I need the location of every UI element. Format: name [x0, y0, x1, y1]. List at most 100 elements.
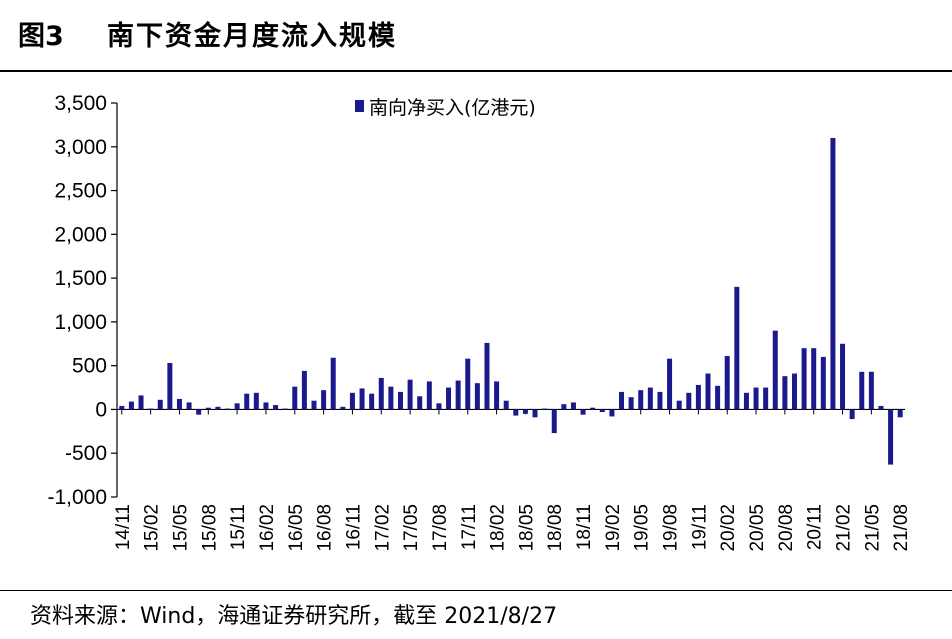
bar: [580, 409, 586, 415]
bar: [849, 409, 855, 420]
bar: [638, 390, 644, 410]
bar: [791, 373, 797, 410]
legend-swatch: [355, 100, 364, 112]
x-tick-label: 17/11: [459, 504, 480, 550]
bar: [676, 400, 682, 410]
bar: [436, 403, 442, 410]
bar: [282, 408, 288, 410]
x-tick-label: 20/05: [747, 504, 768, 552]
y-tick-label: 3,000: [54, 136, 107, 159]
bar: [205, 407, 211, 410]
x-tick-label: 20/08: [776, 504, 797, 552]
bar: [330, 357, 336, 410]
bar: [888, 409, 894, 465]
x-tick-label: 14/11: [113, 504, 134, 550]
bar: [782, 376, 788, 410]
bar-series: [119, 138, 903, 465]
x-tick-label: 19/02: [603, 504, 624, 552]
bar: [388, 386, 394, 410]
bar: [667, 358, 673, 410]
bar: [167, 363, 173, 410]
figure-title: 南下资金月度流入规模: [107, 21, 397, 52]
legend-label: 南向净买入(亿港元): [369, 97, 536, 119]
bar: [321, 390, 327, 410]
bar: [349, 392, 355, 410]
bar: [570, 402, 576, 410]
y-tick-label: 500: [72, 355, 107, 378]
x-tick-label: 15/02: [142, 504, 163, 552]
x-tick-label: 15/08: [199, 504, 220, 552]
bar: [455, 380, 461, 410]
bar: [724, 356, 730, 410]
bar: [417, 396, 423, 410]
bar: [695, 384, 701, 410]
x-tick-label: 19/08: [661, 504, 682, 552]
bar-chart: -1,000 -500 0 500 1,000 1,500 2,000 2,500 3,000 3…: [47, 92, 912, 552]
legend: 南向净买入(亿港元): [355, 97, 536, 119]
x-tick-label: 18/02: [488, 504, 509, 552]
bar: [311, 400, 317, 410]
bar: [484, 342, 490, 410]
source-note: 资料来源：Wind，海通证券研究所，截至 2021/8/27: [30, 604, 558, 629]
x-tick-label: 18/05: [516, 504, 537, 552]
bar: [647, 387, 653, 410]
bar: [609, 409, 615, 417]
bar: [513, 409, 519, 416]
x-tick-label: 19/05: [632, 504, 653, 552]
bar: [253, 392, 259, 410]
x-tick-label: 18/08: [545, 504, 566, 552]
bar: [686, 392, 692, 410]
footer-divider: [0, 590, 952, 591]
bar: [753, 387, 759, 410]
bar: [426, 381, 432, 410]
bar: [840, 343, 846, 410]
bar: [715, 385, 721, 410]
x-axis: 14/11 15/02 15/05 15/08 15/11 16/02 16/05 16/08…: [113, 408, 912, 552]
bar: [234, 403, 240, 410]
bar: [820, 356, 826, 410]
bar: [859, 371, 865, 410]
bar: [657, 391, 663, 410]
x-tick-label: 16/05: [286, 504, 307, 552]
bar: [176, 398, 182, 410]
bar: [465, 358, 471, 410]
bar: [503, 400, 509, 410]
bar: [897, 409, 903, 418]
bar: [215, 406, 221, 410]
bar: [301, 370, 307, 410]
x-tick-label: 18/11: [574, 504, 595, 550]
header-divider: [0, 70, 952, 72]
bar: [532, 409, 538, 418]
x-tick-label: 17/08: [430, 504, 451, 552]
bar: [628, 397, 634, 410]
bar: [119, 405, 125, 410]
x-tick-label: 19/11: [689, 504, 710, 550]
bar: [273, 405, 279, 410]
bar: [743, 392, 749, 410]
bar: [138, 395, 144, 410]
bar: [619, 391, 625, 410]
y-axis: -1,000 -500 0 500 1,000 1,500 2,000 2,500 3,000 3…: [47, 92, 118, 509]
bar: [186, 402, 192, 410]
x-tick-label: 21/02: [834, 504, 855, 552]
bar: [811, 348, 817, 410]
bar: [868, 371, 874, 410]
x-tick-label: 16/02: [257, 504, 278, 552]
bar: [734, 286, 740, 410]
bar: [157, 399, 163, 410]
figure-number: 图3: [18, 21, 64, 52]
x-tick-label: 16/08: [315, 504, 336, 552]
bar: [705, 373, 711, 410]
y-tick-label: 2,000: [54, 223, 107, 246]
x-tick-label: 20/11: [805, 504, 826, 550]
bar: [830, 138, 836, 410]
bar: [474, 383, 480, 410]
bar: [369, 393, 375, 410]
bar: [196, 409, 202, 415]
x-tick-label: 21/05: [862, 504, 883, 552]
x-tick-label: 15/05: [170, 504, 191, 552]
bar: [772, 330, 778, 410]
x-tick-label: 16/11: [343, 504, 364, 550]
bar: [494, 381, 500, 410]
y-tick-label: 1,500: [54, 267, 107, 290]
